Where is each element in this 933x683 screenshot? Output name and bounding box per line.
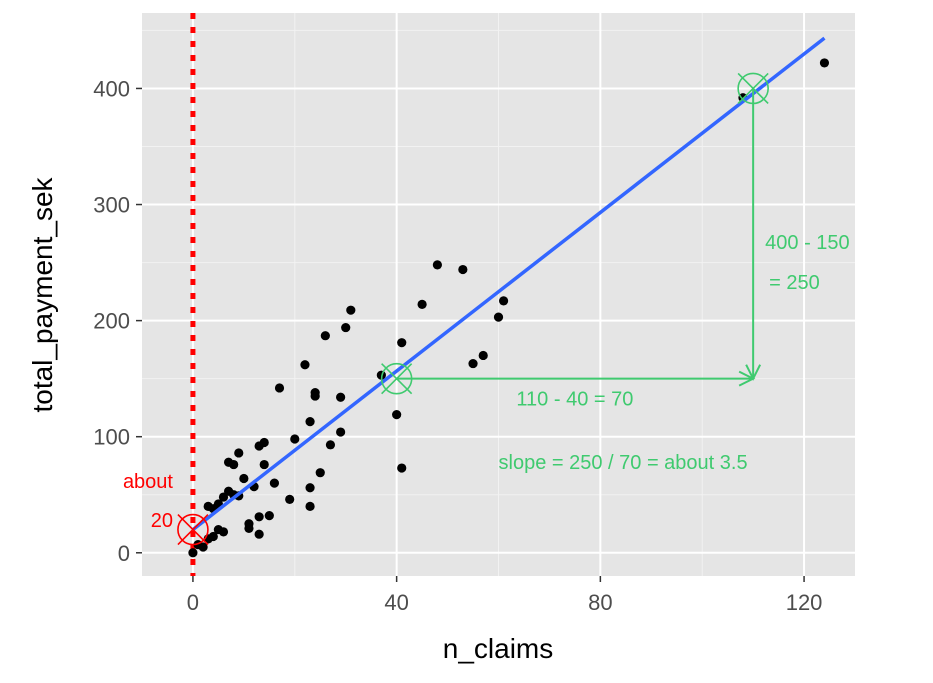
data-point [285, 494, 295, 504]
data-point [305, 501, 315, 511]
data-point [478, 350, 488, 361]
data-point [458, 264, 468, 275]
annotations: 110 - 40 = 70 400 - 150 = 250 slope = 250 /… [123, 72, 850, 546]
x-tick-label: 80 [588, 590, 612, 615]
data-point [417, 299, 427, 309]
data-point [310, 387, 320, 398]
intercept-label-line1: about [123, 471, 173, 493]
slope-label: slope = 250 / 70 = about 3.5 [499, 452, 748, 474]
data-point [269, 478, 280, 488]
rise-label-line1: 400 - 150 [765, 232, 850, 254]
data-points [188, 58, 830, 558]
data-point [305, 483, 315, 493]
data-point [397, 463, 407, 473]
intercept-label-line2: 20 [151, 510, 173, 532]
data-point [300, 360, 310, 370]
x-tick-labels: 0 40 80 120 [187, 590, 823, 615]
data-point [290, 434, 300, 444]
y-tick-label: 0 [118, 541, 130, 566]
data-point [346, 305, 356, 315]
data-point [325, 440, 336, 450]
data-point [320, 331, 330, 341]
data-point [392, 410, 402, 420]
data-point [254, 512, 264, 522]
data-point [259, 459, 269, 470]
data-point [498, 296, 509, 306]
data-point [341, 322, 351, 333]
data-point [264, 511, 274, 521]
marker-circle [177, 513, 209, 546]
x-axis-title: n_claims [443, 633, 553, 664]
x-axis-ticks [192, 576, 805, 582]
data-point [259, 437, 269, 448]
trend-line [191, 36, 826, 531]
data-point [397, 338, 407, 348]
y-axis-ticks [136, 87, 142, 554]
data-point [218, 527, 229, 537]
x-tick-label: 40 [384, 590, 408, 615]
x-tick-label: 0 [187, 590, 199, 615]
data-point [468, 358, 478, 369]
data-point [493, 312, 504, 322]
y-tick-label: 100 [93, 425, 130, 450]
data-point [305, 417, 315, 427]
intercept-marker [177, 513, 209, 546]
data-point [198, 542, 208, 552]
data-point [244, 523, 254, 534]
data-point [254, 529, 264, 539]
data-point [239, 473, 249, 484]
rise-arrow-head [745, 364, 762, 381]
data-point [229, 459, 239, 470]
y-tick-label: 300 [93, 193, 130, 218]
rise-label-line2: = 250 [769, 272, 820, 294]
data-point [188, 548, 198, 558]
data-point [234, 448, 244, 458]
x-tick-label: 120 [786, 590, 823, 615]
data-point [208, 531, 218, 542]
y-tick-labels: 0 100 200 300 400 [93, 76, 130, 565]
marker-cross [177, 514, 209, 546]
data-point [274, 383, 285, 393]
data-point [336, 427, 346, 437]
data-point [432, 260, 442, 270]
data-point [336, 392, 346, 402]
y-tick-label: 400 [93, 76, 130, 101]
y-axis-title: total_payment_sek [27, 176, 58, 412]
y-tick-label: 200 [93, 309, 130, 334]
run-label: 110 - 40 = 70 [516, 389, 633, 411]
data-point [315, 468, 325, 478]
data-point [819, 58, 830, 68]
